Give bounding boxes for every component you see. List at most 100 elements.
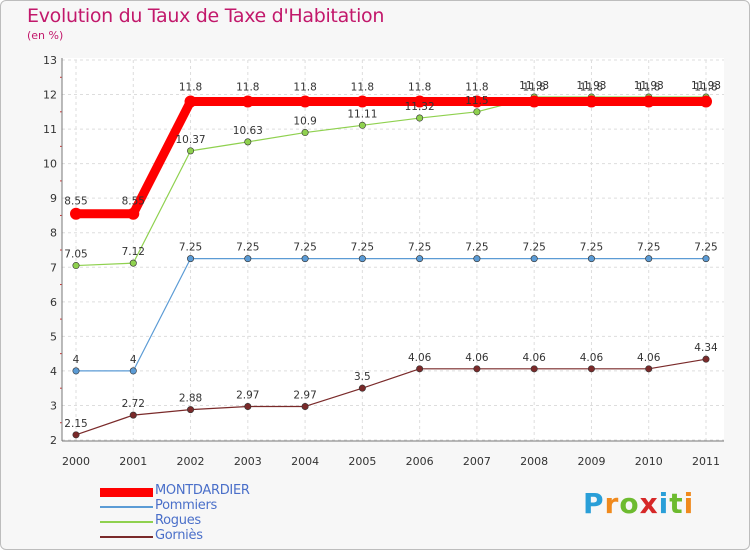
data-label: 2.15 xyxy=(64,418,87,430)
data-point xyxy=(244,402,252,410)
legend-swatch xyxy=(100,536,153,538)
data-point xyxy=(700,95,712,108)
data-label: 11.93 xyxy=(519,80,549,92)
data-label: 7.25 xyxy=(580,242,603,254)
x-tick-label: 2007 xyxy=(463,455,491,468)
data-label: 7.25 xyxy=(694,242,717,254)
data-label: 11.8 xyxy=(580,81,603,93)
data-label: 7.25 xyxy=(351,242,374,254)
x-tick-label: 2000 xyxy=(62,455,90,468)
data-point xyxy=(358,384,366,392)
logo-letter: i xyxy=(683,487,695,520)
data-label: 2.97 xyxy=(236,389,259,401)
y-tick-label: 2 xyxy=(50,434,57,447)
data-label: 4 xyxy=(130,354,137,366)
legend-swatch xyxy=(100,488,153,497)
series-line-montdardier xyxy=(76,96,706,219)
x-tick-label: 2002 xyxy=(177,455,205,468)
data-point xyxy=(642,95,655,108)
legend-label: Gorniès xyxy=(155,528,203,543)
y-tick-label: 7 xyxy=(50,261,57,274)
data-label: 8.55 xyxy=(122,196,145,208)
logo-letter: o xyxy=(619,487,640,520)
data-point xyxy=(129,411,137,419)
data-point xyxy=(129,259,137,267)
data-label: 7.05 xyxy=(64,249,87,261)
legend-label: Pommiers xyxy=(155,498,217,513)
data-label: 4.06 xyxy=(522,352,546,364)
legend-label: Rogues xyxy=(155,513,201,528)
y-tick-label: 6 xyxy=(50,296,57,309)
data-point xyxy=(72,262,80,270)
data-label: 4.06 xyxy=(408,352,432,364)
data-point xyxy=(358,255,366,263)
y-tick-label: 11 xyxy=(43,123,57,136)
logo-letter: r xyxy=(604,487,620,520)
data-point xyxy=(585,95,598,108)
data-label: 8.55 xyxy=(64,196,87,208)
data-point xyxy=(187,147,195,155)
data-point xyxy=(473,108,481,116)
logo-letter: t xyxy=(669,487,684,520)
data-point xyxy=(187,255,195,263)
chart-title: Evolution du Taux de Taxe d'Habitation xyxy=(27,5,385,27)
data-point xyxy=(301,129,309,137)
x-tick-label: 2003 xyxy=(234,455,262,468)
data-point xyxy=(530,365,538,373)
data-point xyxy=(241,95,254,108)
data-label: 4.06 xyxy=(580,352,604,364)
x-tick-label: 2005 xyxy=(348,455,376,468)
data-label: 7.25 xyxy=(637,242,660,254)
data-point xyxy=(416,365,424,373)
data-point xyxy=(416,114,424,122)
data-label: 11.8 xyxy=(408,81,431,93)
data-label: 3.5 xyxy=(354,371,371,383)
data-point xyxy=(187,406,195,414)
data-label: 11.93 xyxy=(576,80,606,92)
data-label: 11.8 xyxy=(637,81,660,93)
data-point xyxy=(299,95,312,108)
x-tick-label: 2011 xyxy=(692,455,720,468)
data-label: 7.25 xyxy=(522,242,545,254)
data-label: 11.8 xyxy=(236,81,259,93)
data-label: 11.5 xyxy=(465,95,488,107)
y-tick-label: 4 xyxy=(50,365,57,378)
data-label: 10.63 xyxy=(233,125,263,137)
data-label: 11.8 xyxy=(351,81,374,93)
data-label: 11.11 xyxy=(347,108,377,120)
y-tick-label: 9 xyxy=(50,192,57,205)
data-point xyxy=(129,367,137,375)
data-label: 11.8 xyxy=(293,81,316,93)
data-point xyxy=(70,207,82,220)
data-label: 4.06 xyxy=(637,352,661,364)
legend-label: MONTDARDIER xyxy=(155,483,250,498)
data-label: 4.34 xyxy=(694,342,718,354)
data-label: 11.93 xyxy=(691,80,721,92)
data-point xyxy=(358,121,366,129)
data-label: 11.8 xyxy=(179,81,202,93)
data-point xyxy=(470,95,483,108)
series-line-gorniès xyxy=(75,358,707,436)
legend-swatch xyxy=(100,521,153,523)
x-tick-label: 2009 xyxy=(577,455,605,468)
data-point xyxy=(416,255,424,263)
data-label: 2.72 xyxy=(122,398,145,410)
data-point xyxy=(702,255,710,263)
data-label: 7.25 xyxy=(293,242,316,254)
proxiti-logo: Proxiti xyxy=(583,487,694,520)
data-point xyxy=(473,365,481,373)
x-tick-label: 2004 xyxy=(291,455,319,468)
data-point xyxy=(127,207,140,220)
series-line-pommiers xyxy=(76,258,706,372)
data-point xyxy=(72,431,80,439)
data-point xyxy=(301,402,309,410)
data-label: 7.25 xyxy=(465,242,488,254)
data-point xyxy=(587,365,595,373)
y-tick-label: 3 xyxy=(50,399,57,412)
data-label: 7.12 xyxy=(122,246,145,258)
plot-area xyxy=(62,58,724,441)
data-point xyxy=(473,255,481,263)
data-point xyxy=(587,255,595,263)
logo-letter: P xyxy=(583,487,605,520)
data-point xyxy=(413,95,426,108)
